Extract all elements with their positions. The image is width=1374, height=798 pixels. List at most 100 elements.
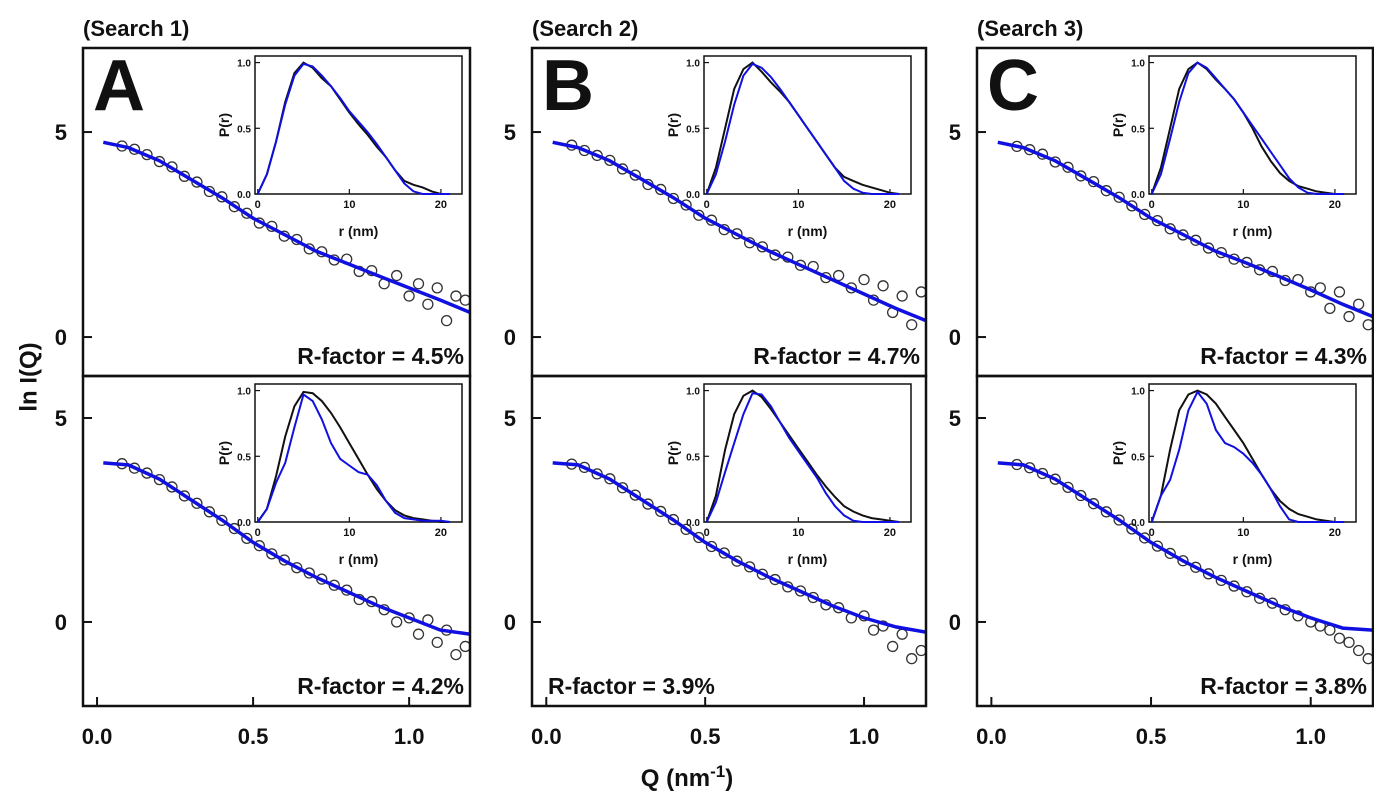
inset-y-tick-label: 1.0 — [686, 387, 700, 398]
inset-curve — [256, 392, 451, 523]
panel-frame — [975, 374, 1374, 708]
inset-frame — [703, 383, 912, 523]
fit-line — [552, 140, 926, 323]
inset-x-label: r (nm) — [1233, 551, 1273, 567]
r-factor-annotation: R-factor = 3.9% — [548, 673, 715, 699]
inset-y-tick-label: 1.0 — [686, 59, 700, 70]
y-tick-label: 0 — [949, 610, 961, 635]
inset-curve — [256, 62, 451, 195]
y-tick-label: 0 — [504, 610, 516, 635]
data-point — [440, 314, 453, 327]
data-point — [1324, 302, 1336, 315]
data-point — [1343, 636, 1355, 649]
data-point — [459, 640, 470, 653]
inset-y-tick-label: 1.0 — [237, 59, 251, 70]
inset-x-tick-label: 10 — [343, 199, 355, 211]
panel-subtitle: (Search 1) — [83, 16, 189, 41]
inset-x-label: r (nm) — [788, 223, 828, 239]
inset-x-tick-label: 0 — [704, 199, 710, 211]
inset-y-label: P(r) — [216, 441, 232, 465]
y-tick-label: 5 — [55, 120, 67, 145]
inset-x-tick-label: 10 — [792, 527, 804, 539]
inset-y-tick-label: 0.0 — [686, 518, 700, 529]
inset-x-tick-label: 20 — [1329, 199, 1341, 211]
inset-frame — [254, 383, 463, 523]
fit-line — [997, 140, 1373, 319]
x-axis-label-part: ) — [725, 765, 733, 792]
data-point — [1333, 632, 1346, 644]
inset-x-tick-label: 20 — [884, 199, 896, 211]
y-tick-label: 0 — [949, 325, 961, 350]
fit-line — [997, 461, 1373, 632]
inset-y-label: P(r) — [1110, 113, 1126, 137]
inset-x-label: r (nm) — [339, 223, 379, 239]
inset-x-tick-label: 20 — [884, 527, 896, 539]
inset-y-tick-label: 1.0 — [1131, 59, 1145, 70]
inset-y-tick-label: 0.5 — [686, 452, 700, 463]
data-point — [906, 319, 918, 331]
inset-y-tick-label: 0.5 — [1131, 124, 1145, 135]
inset-frame — [1148, 383, 1357, 523]
data-point — [391, 269, 403, 282]
inset-x-tick-label: 0 — [255, 199, 261, 211]
y-tick-label: 5 — [504, 406, 516, 431]
data-point — [459, 294, 470, 306]
r-factor-annotation: R-factor = 4.3% — [1200, 343, 1367, 369]
plot-area — [103, 458, 470, 661]
inset-curve — [705, 62, 900, 195]
fit-line — [103, 461, 470, 636]
inset-curve — [1150, 390, 1345, 523]
inset-x-tick-label: 10 — [343, 527, 355, 539]
fit-line — [102, 140, 470, 315]
inset-x-tick-label: 20 — [435, 199, 447, 211]
data-point — [896, 290, 908, 302]
panel-subtitle: (Search 3) — [977, 16, 1083, 41]
panel-letter: B — [542, 46, 594, 126]
panel-letter: A — [93, 46, 145, 126]
inset-x-tick-label: 10 — [1237, 527, 1249, 539]
panel-frame — [81, 374, 472, 708]
data-point — [431, 636, 443, 649]
inset-x-tick-label: 0 — [704, 527, 710, 539]
inset-x-label: r (nm) — [339, 551, 379, 567]
r-factor-annotation: R-factor = 4.5% — [297, 343, 464, 369]
inset-frame — [703, 55, 912, 195]
inset-y-tick-label: 0.5 — [237, 124, 251, 135]
inset-y-tick-label: 0.5 — [237, 452, 251, 463]
inset-curve — [705, 389, 900, 523]
inset-curve — [705, 392, 900, 523]
inset-y-tick-label: 0.0 — [237, 518, 251, 529]
inset-x-tick-label: 20 — [1329, 527, 1341, 539]
inset-x-tick-label: 0 — [1149, 527, 1155, 539]
y-tick-label: 5 — [55, 406, 67, 431]
data-point — [422, 298, 434, 310]
plot-area — [997, 140, 1373, 331]
data-point — [431, 282, 443, 294]
inset-x-label: r (nm) — [1233, 223, 1273, 239]
inset-y-tick-label: 0.5 — [686, 124, 700, 135]
data-point — [391, 616, 403, 628]
y-axis-label: ln I(Q) — [15, 342, 42, 411]
data-point — [867, 624, 880, 636]
data-point — [1362, 653, 1373, 665]
x-tick-label: 0.0 — [976, 724, 1007, 749]
plot-area — [552, 458, 926, 665]
inset-x-tick-label: 10 — [1237, 199, 1249, 211]
y-tick-label: 0 — [55, 325, 67, 350]
x-tick-label: 1.0 — [849, 724, 880, 749]
inset-y-label: P(r) — [216, 113, 232, 137]
plot-area — [552, 139, 926, 331]
inset-x-tick-label: 0 — [255, 527, 261, 539]
panel-frame — [530, 374, 928, 708]
data-point — [1333, 286, 1346, 298]
x-tick-label: 1.0 — [1295, 724, 1326, 749]
data-point — [1352, 644, 1365, 657]
data-point — [858, 273, 870, 286]
data-point — [896, 628, 908, 640]
data-point — [1362, 319, 1373, 331]
inset-y-label: P(r) — [665, 441, 681, 465]
y-tick-label: 5 — [504, 120, 516, 145]
inset-y-tick-label: 0.0 — [1131, 190, 1145, 201]
